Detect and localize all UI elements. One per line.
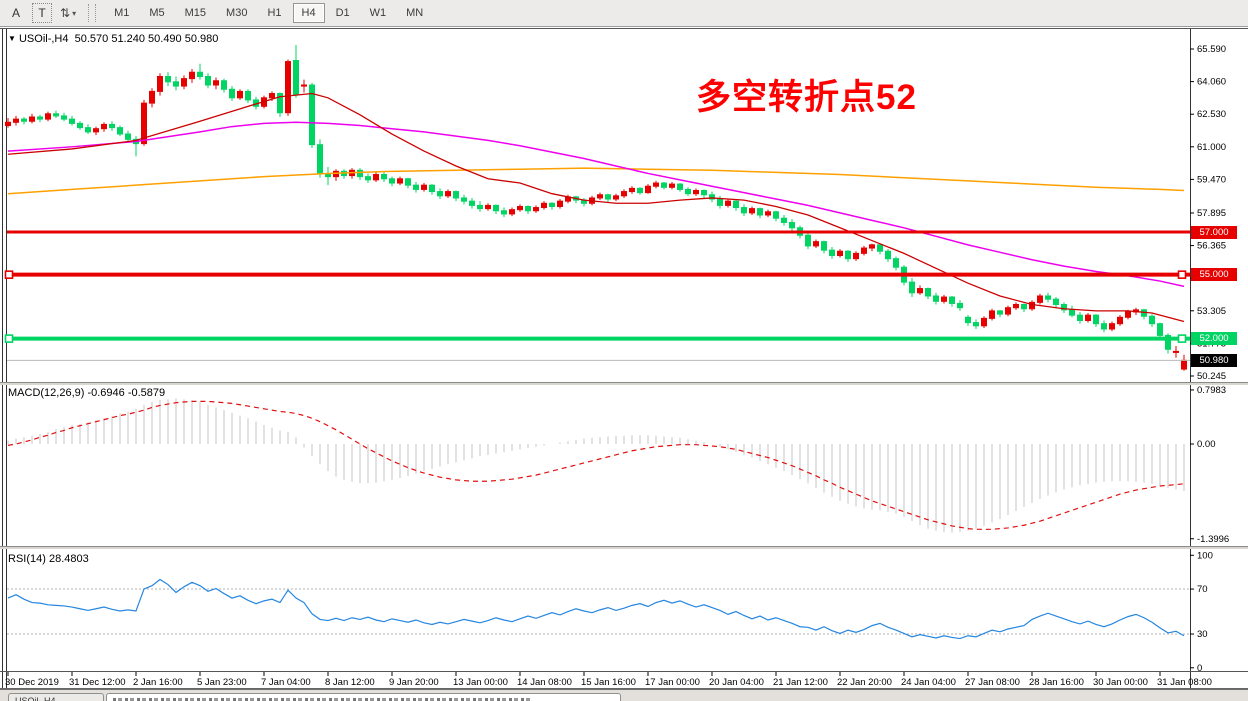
time-axis: 30 Dec 2019 31 Dec 12:00 2 Jan 16:00 5 Jan … [0, 672, 1248, 689]
price-tick-label: 65.590 [1197, 44, 1226, 55]
price-badge-55.000: 55.000 [1191, 268, 1237, 282]
time-axis-label: 2 Jan 16:00 [133, 677, 183, 688]
ma-mid-magenta [7, 121, 1185, 288]
price-tick-label: 56.365 [1197, 241, 1226, 252]
time-axis-label: 27 Jan 08:00 [965, 677, 1020, 688]
candlestick-series [5, 44, 1187, 371]
ma-slow-orange [7, 167, 1185, 195]
rsi-header: RSI(14) 28.4803 [8, 553, 89, 565]
chart-tab-2[interactable] [106, 693, 621, 701]
price-tick-label: 64.060 [1197, 77, 1226, 88]
text-tool-button[interactable]: T [32, 3, 52, 23]
price-badge-50.980: 50.980 [1191, 353, 1237, 367]
splitter-main-macd[interactable] [0, 382, 1248, 385]
time-axis-label: 7 Jan 04:00 [261, 677, 311, 688]
symbol-dropdown-icon[interactable]: ▼ [8, 34, 16, 43]
time-axis-label: 24 Jan 04:00 [901, 677, 956, 688]
rsi-line [7, 578, 1185, 640]
time-axis-label: 13 Jan 00:00 [453, 677, 508, 688]
price-tick-label: 57.895 [1197, 208, 1226, 219]
macd-header: MACD(12,26,9) -0.6946 -0.5879 [8, 387, 166, 399]
timeframe-button-M5[interactable]: M5 [140, 3, 173, 23]
font-tool-button[interactable]: A [6, 3, 26, 23]
time-axis-label: 9 Jan 20:00 [389, 677, 439, 688]
time-axis-label: 28 Jan 16:00 [1029, 677, 1084, 688]
time-axis-label: 21 Jan 12:00 [773, 677, 828, 688]
chart-tab-1[interactable]: USOil-,H4 [8, 693, 104, 701]
time-axis-label: 31 Jan 08:00 [1157, 677, 1212, 688]
timeframe-button-M1[interactable]: M1 [105, 3, 138, 23]
time-axis-label: 8 Jan 12:00 [325, 677, 375, 688]
ma-fast-red [7, 92, 1185, 323]
line-handle[interactable] [4, 334, 14, 343]
timeframe-button-W1[interactable]: W1 [361, 3, 396, 23]
rsi-pane: 100 70 30 0 [7, 550, 1213, 674]
price-badge-52.000: 52.000 [1191, 332, 1237, 346]
rsi-tick-label: 70 [1197, 584, 1208, 595]
line-handle[interactable] [1177, 270, 1187, 279]
dropdown-caret-icon: ▾ [72, 8, 77, 18]
timeframe-button-H1[interactable]: H1 [258, 3, 290, 23]
price-badge-57.000: 57.000 [1191, 225, 1237, 239]
macd-tick-label: 0.00 [1197, 439, 1216, 450]
chart-tab-bar: USOil-,H4 [0, 689, 1248, 701]
time-axis-label: 30 Jan 00:00 [1093, 677, 1148, 688]
cursor-arrows-icon: ⇅ [60, 6, 71, 20]
timeframe-button-H4[interactable]: H4 [292, 3, 325, 23]
toolbar-separator [88, 4, 97, 22]
macd-signal-line [7, 400, 1185, 530]
line-handle[interactable] [1177, 334, 1187, 343]
top-toolbar: A T ⇅ ▾ M1 M5 M15 M30 H1 H4 D1 W1 MN [0, 0, 1248, 27]
pane-borders [0, 28, 1248, 688]
timeframe-button-M30[interactable]: M30 [217, 3, 256, 23]
timeframe-button-M15[interactable]: M15 [176, 3, 215, 23]
tab-text-hint [113, 698, 533, 701]
time-axis-label: 5 Jan 23:00 [197, 677, 247, 688]
macd-tick-label: -1.3996 [1197, 534, 1229, 545]
chart-ohlc-values: 50.570 51.240 50.490 50.980 [74, 33, 219, 45]
time-axis-label: 31 Dec 12:00 [69, 677, 126, 688]
price-tick-label: 50.245 [1197, 371, 1226, 382]
price-tick-label: 53.305 [1197, 306, 1226, 317]
macd-pane: 0.7983 0.00 -1.3996 [7, 385, 1229, 545]
time-axis-label: 14 Jan 08:00 [517, 677, 572, 688]
rsi-tick-label: 30 [1197, 629, 1208, 640]
price-tick-label: 61.000 [1197, 142, 1226, 153]
rsi-tick-label: 0 [1197, 663, 1202, 674]
macd-tick-label: 0.7983 [1197, 385, 1226, 396]
time-axis-label: 20 Jan 04:00 [709, 677, 764, 688]
timeframe-toolbar: M1 M5 M15 M30 H1 H4 D1 W1 MN [104, 3, 433, 23]
moving-averages [7, 92, 1185, 323]
timeframe-button-MN[interactable]: MN [397, 3, 432, 23]
rsi-tick-label: 100 [1197, 550, 1213, 561]
time-axis-label: 22 Jan 20:00 [837, 677, 892, 688]
price-tick-label: 59.470 [1197, 174, 1226, 185]
timeframe-button-D1[interactable]: D1 [327, 3, 359, 23]
splitter-macd-rsi[interactable] [0, 546, 1248, 549]
chart-symbol: USOil-,H4 [18, 33, 69, 45]
line-handle[interactable] [4, 270, 14, 279]
chart-title: ▼ USOil-,H4 50.570 51.240 50.490 50.980 [8, 33, 218, 45]
chart-annotation-text[interactable]: 多空转折点52 [696, 78, 917, 117]
time-axis-label: 17 Jan 00:00 [645, 677, 700, 688]
time-axis-label: 30 Dec 2019 [5, 677, 59, 688]
horizontal-level-lines[interactable] [4, 230, 1191, 343]
price-tick-label: 62.530 [1197, 109, 1226, 120]
cursor-tool-button[interactable]: ⇅ ▾ [60, 6, 76, 20]
time-axis-label: 15 Jan 16:00 [581, 677, 636, 688]
